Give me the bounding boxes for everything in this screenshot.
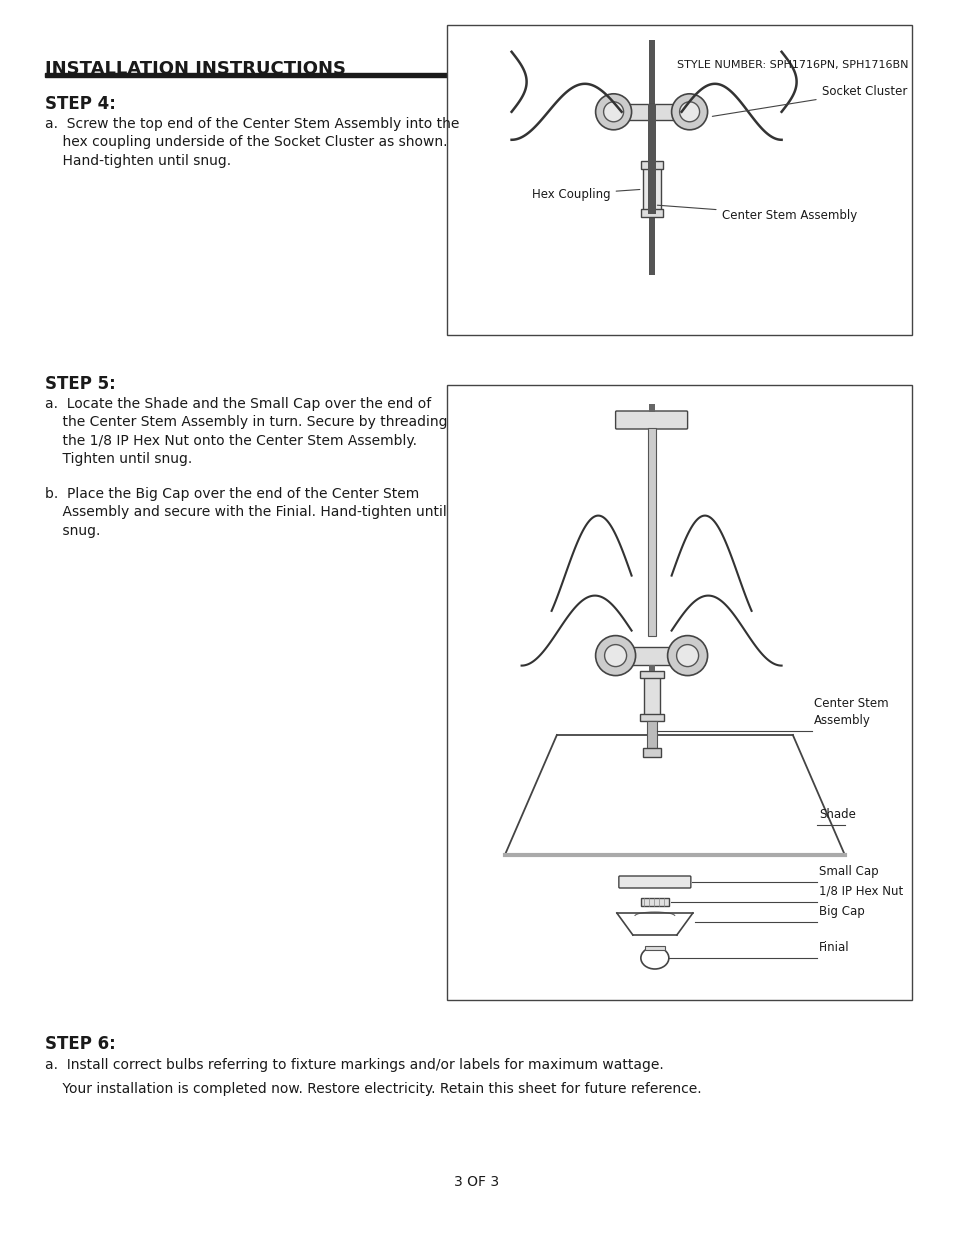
- Circle shape: [595, 636, 635, 676]
- Text: INSTALLATION INSTRUCTIONS: INSTALLATION INSTRUCTIONS: [45, 61, 346, 78]
- Text: Shade: Shade: [818, 808, 855, 821]
- Circle shape: [671, 94, 707, 130]
- Text: Finial: Finial: [818, 941, 849, 953]
- Text: Small Cap: Small Cap: [818, 864, 878, 878]
- Bar: [640, 898, 668, 906]
- Text: STYLE NUMBER: SPH1716PN, SPH1716BN: STYLE NUMBER: SPH1716PN, SPH1716BN: [677, 61, 908, 70]
- Text: 1/8 IP Hex Nut: 1/8 IP Hex Nut: [818, 885, 902, 898]
- Text: Your installation is completed now. Restore electricity. Retain this sheet for f: Your installation is completed now. Rest…: [45, 1082, 700, 1095]
- Text: STEP 6:: STEP 6:: [45, 1035, 115, 1053]
- Text: Center Stem
Assembly: Center Stem Assembly: [813, 697, 887, 726]
- FancyBboxPatch shape: [618, 876, 690, 888]
- Bar: [639, 714, 663, 720]
- Bar: [643, 673, 659, 718]
- Circle shape: [676, 645, 698, 667]
- Bar: [599, 104, 703, 120]
- Bar: [639, 162, 662, 169]
- Bar: [639, 671, 663, 678]
- Text: STEP 4:: STEP 4:: [45, 95, 115, 112]
- Bar: [647, 429, 655, 636]
- Bar: [647, 104, 655, 215]
- FancyBboxPatch shape: [615, 411, 687, 429]
- Text: Center Stem Assembly: Center Stem Assembly: [657, 205, 856, 221]
- Bar: [646, 720, 656, 748]
- Bar: [639, 209, 662, 217]
- Text: a.  Screw the top end of the Center Stem Assembly into the
    hex coupling unde: a. Screw the top end of the Center Stem …: [45, 117, 459, 168]
- Bar: [644, 946, 664, 950]
- Circle shape: [603, 101, 623, 122]
- Text: a.  Locate the Shade and the Small Cap over the end of
    the Center Stem Assem: a. Locate the Shade and the Small Cap ov…: [45, 396, 447, 466]
- Bar: [447, 25, 911, 335]
- Bar: [642, 164, 659, 215]
- Bar: [642, 747, 659, 757]
- Circle shape: [667, 636, 707, 676]
- Bar: [601, 647, 700, 664]
- Circle shape: [595, 94, 631, 130]
- Bar: [648, 404, 654, 412]
- Text: Socket Cluster: Socket Cluster: [712, 85, 906, 116]
- Text: STEP 5:: STEP 5:: [45, 375, 115, 393]
- Text: 3 OF 3: 3 OF 3: [454, 1174, 499, 1189]
- Ellipse shape: [640, 947, 668, 969]
- Circle shape: [679, 101, 699, 122]
- Bar: [648, 664, 654, 671]
- Bar: [447, 385, 911, 1000]
- Text: a.  Install correct bulbs referring to fixture markings and/or labels for maximu: a. Install correct bulbs referring to fi…: [45, 1058, 663, 1072]
- Text: Hex Coupling: Hex Coupling: [532, 188, 639, 201]
- Text: b.  Place the Big Cap over the end of the Center Stem
    Assembly and secure wi: b. Place the Big Cap over the end of the…: [45, 487, 446, 537]
- Circle shape: [604, 645, 626, 667]
- Bar: [648, 40, 654, 275]
- Text: Big Cap: Big Cap: [818, 905, 863, 918]
- Bar: [45, 73, 908, 77]
